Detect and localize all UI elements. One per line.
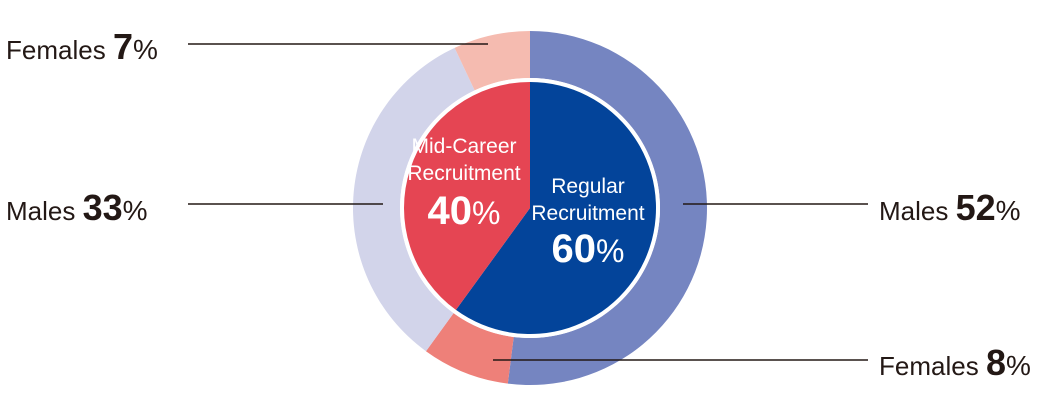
outer-slice-1 [425, 313, 514, 384]
regular-label-line2: Recruitment [531, 202, 644, 225]
inner-pie [404, 82, 656, 334]
outer-label-females-right: Females 8% [879, 342, 1031, 383]
outer-slice-3 [454, 31, 530, 91]
inner-slice-0 [455, 82, 656, 334]
outer-label-females-left: Females 7% [6, 26, 158, 67]
mid-career-label-line2: Recruitment [407, 162, 520, 185]
outer-slice-2 [353, 47, 475, 352]
outer-slice-0 [507, 31, 707, 385]
regular-percent: 60% [552, 227, 625, 271]
inner-slice-1 [404, 82, 530, 310]
outer-label-males-left: Males 33% [6, 187, 148, 228]
outer-label-males-right: Males 52% [879, 187, 1021, 228]
regular-label-line1: Regular [551, 175, 625, 198]
mid-career-percent: 40% [428, 189, 501, 233]
mid-career-label-line1: Mid-Career [411, 135, 516, 158]
